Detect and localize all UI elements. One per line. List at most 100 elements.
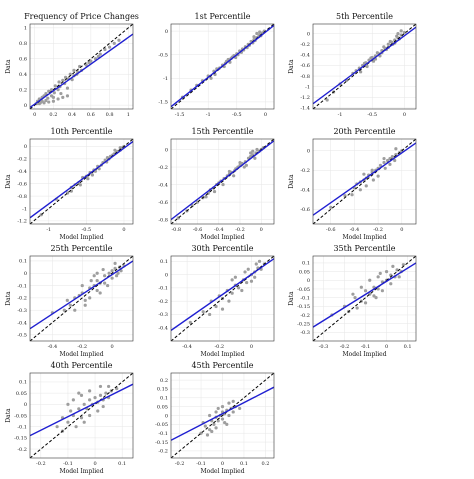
- scatter-point: [61, 78, 65, 83]
- scatter-point: [325, 98, 329, 102]
- y-tick-label: -0.8: [17, 194, 27, 200]
- y-tick-label: -0.6: [158, 200, 168, 206]
- subplot-title: 35th Percentile: [333, 244, 395, 253]
- subplot: -1 -0.5 0 -1.2 -1 -0.8 -0.6 -0.4 -0.2 0 10th Perce…: [5, 127, 134, 241]
- scatter-point: [382, 45, 386, 49]
- axes-frame: [170, 138, 275, 225]
- subplot: -0.4 -0.2 0 -0.4 -0.3 -0.2 -0.1 0 0.1 30th Percen…: [158, 244, 275, 358]
- diagonal-line: [30, 373, 133, 458]
- scatter-point: [230, 291, 234, 295]
- scatter-points: [171, 373, 274, 458]
- scatter-point: [92, 274, 96, 278]
- scatter-point: [62, 308, 66, 312]
- scatter-point: [249, 151, 253, 155]
- scatter-points: [313, 256, 416, 341]
- scatter-point: [103, 281, 107, 285]
- scatter-point: [376, 174, 380, 178]
- scatter-point: [391, 264, 395, 269]
- x-tick-label: -1.5: [175, 112, 185, 118]
- scatter-point: [245, 280, 249, 285]
- scatter-point: [106, 283, 110, 288]
- y-tick-label: 0.1: [160, 259, 168, 265]
- x-tick-label: -0.6: [326, 227, 336, 233]
- scatter-point: [72, 68, 76, 72]
- subplot-title: 30th Percentile: [191, 244, 253, 253]
- y-axis-label: Data: [5, 59, 12, 74]
- scatter-point: [88, 398, 92, 402]
- x-tick-label: -1: [338, 112, 343, 118]
- scatter-point: [351, 292, 355, 296]
- scatter-point: [372, 294, 376, 298]
- y-tick-label: -0.05: [297, 287, 310, 293]
- y-tick-label: -1.5: [158, 100, 168, 106]
- axes-frame: [170, 255, 275, 342]
- scatter-point: [249, 279, 254, 283]
- scatter-point: [117, 38, 121, 42]
- y-tick-label: -0.2: [300, 168, 310, 174]
- scatter-point: [230, 278, 234, 282]
- y-tick-label: 0.6: [19, 57, 27, 63]
- scatter-point: [208, 312, 212, 317]
- x-tick-label: -0.1: [63, 461, 73, 467]
- y-tick-label: 0.15: [157, 387, 168, 393]
- scatter-point: [69, 409, 73, 413]
- scatter-point: [74, 425, 78, 429]
- x-axis-label: Model Implied: [200, 468, 244, 475]
- x-axis-label: Model Implied: [59, 234, 103, 241]
- scatter-points: [313, 24, 416, 109]
- y-tick-label: -0.6: [17, 181, 27, 187]
- y-tick-label: 0.1: [19, 380, 27, 386]
- y-axis-label: Data: [288, 59, 295, 74]
- x-tick-label: -0.5: [82, 227, 92, 233]
- diagonal-line: [171, 373, 274, 458]
- x-tick-label: -0.4: [182, 344, 192, 350]
- scatter-point: [66, 420, 70, 424]
- scatter-point: [188, 320, 192, 325]
- y-tick-label: -0.1: [300, 295, 310, 301]
- x-axis-label: Model Implied: [342, 351, 386, 358]
- scatter-point: [232, 174, 236, 178]
- scatter-points: [313, 139, 416, 224]
- scatter-point: [251, 149, 255, 153]
- y-tick-label: 0.05: [299, 269, 310, 275]
- diagonal-line: [313, 256, 416, 341]
- scatter-point: [77, 391, 81, 395]
- x-axis-label: Model Implied: [59, 351, 103, 358]
- scatter-points: [30, 256, 133, 341]
- scatter-point: [253, 275, 257, 279]
- scatter-point: [252, 35, 256, 39]
- scatter-point: [112, 41, 116, 45]
- y-tick-label: -0.4: [158, 182, 168, 188]
- scatter-point: [363, 289, 368, 293]
- subplot-title: Frequency of Price Changes: [24, 12, 139, 21]
- subplot-title: 10th Percentile: [50, 127, 112, 136]
- scatter-point: [86, 177, 90, 181]
- y-tick-label: 0.8: [19, 41, 27, 47]
- scatter-point: [84, 63, 88, 67]
- y-tick-label: 0: [24, 144, 27, 150]
- x-tick-label: -0.5: [232, 112, 242, 118]
- x-tick-label: 0.8: [106, 112, 114, 118]
- scatter-point: [77, 407, 81, 411]
- y-tick-label: -1.4: [300, 106, 310, 112]
- x-tick-label: -0.2: [77, 344, 87, 350]
- scatter-point: [51, 95, 56, 100]
- scatter-point: [53, 84, 57, 88]
- scatter-point: [243, 270, 247, 274]
- y-tick-label: -0.2: [17, 447, 27, 453]
- x-tick-label: -0.2: [373, 227, 383, 233]
- x-tick-label: 0: [93, 461, 96, 467]
- scatter-point: [227, 299, 231, 303]
- scatter-point: [242, 165, 246, 169]
- y-axis-label: Data: [288, 174, 295, 189]
- fit-line: [30, 33, 133, 109]
- scatter-point: [107, 45, 112, 49]
- x-tick-label: 0: [33, 112, 36, 118]
- scatter-points: [171, 139, 274, 224]
- y-tick-label: 0: [307, 278, 310, 284]
- scatter-point: [65, 94, 70, 98]
- scatter-point: [214, 410, 218, 414]
- x-tick-label: -0.1: [196, 461, 206, 467]
- y-tick-label: -0.15: [297, 304, 310, 310]
